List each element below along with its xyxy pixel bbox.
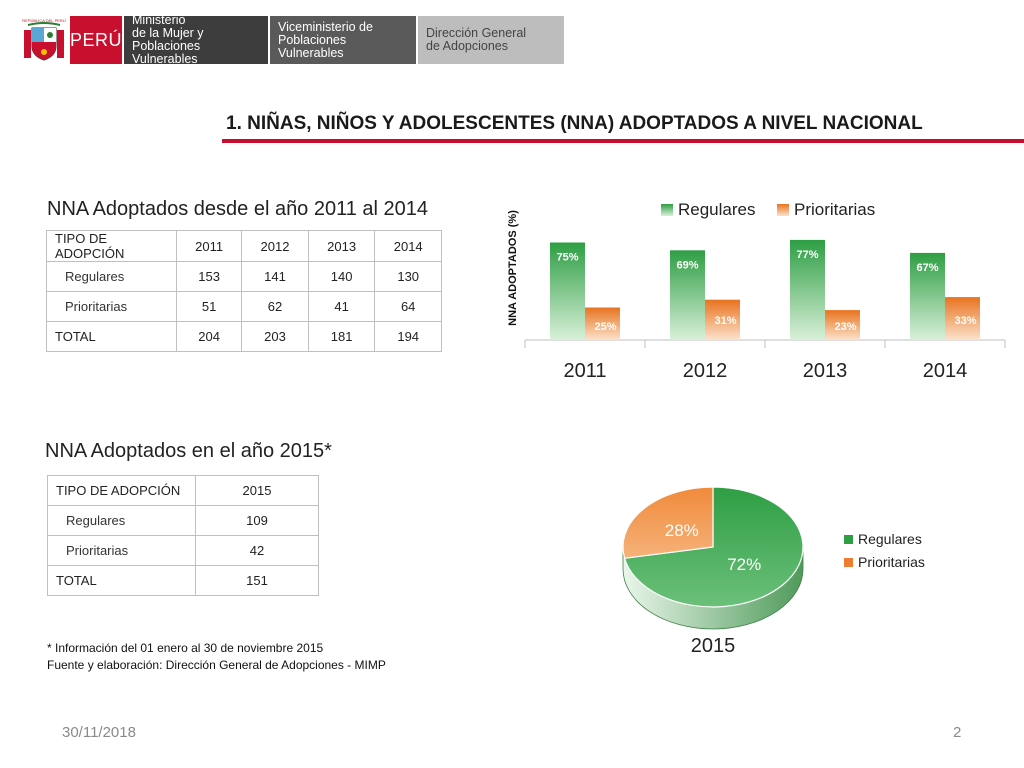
table-row: TOTAL 151 xyxy=(47,565,319,596)
table-cell: 153 xyxy=(175,261,243,292)
table-cell: 141 xyxy=(241,261,309,292)
table-cell: 109 xyxy=(195,505,319,536)
bar-regulares-2011 xyxy=(550,242,585,340)
data-label-regulares-2011: 75% xyxy=(556,252,578,264)
peru-label: PERÚ xyxy=(70,16,122,64)
footer-date: 30/11/2018 xyxy=(62,724,136,741)
table-row: Prioritarias 51 62 41 64 xyxy=(46,291,442,322)
legend-label-regulares: Regulares xyxy=(678,200,756,219)
table-cell: 151 xyxy=(195,565,319,596)
section2-title: NNA Adoptados en el año 2015* xyxy=(45,440,332,462)
table-2011-2014: TIPO DE ADOPCIÓN 2011 2012 2013 2014 Reg… xyxy=(46,230,442,352)
crest-caption: REPÚBLICA DEL PERÚ xyxy=(22,18,66,23)
table-cell: Prioritarias xyxy=(46,291,177,322)
table-header-cell: 2012 xyxy=(241,230,309,262)
data-label-prioritarias-2011: 25% xyxy=(594,321,616,333)
table-cell: Prioritarias xyxy=(47,535,196,566)
pie-legend-swatch-prioritarias xyxy=(844,558,853,567)
title-underline xyxy=(222,139,1024,143)
bar-regulares-2014 xyxy=(910,252,945,340)
page-number: 2 xyxy=(953,724,962,741)
data-label-prioritarias-2012: 31% xyxy=(714,315,736,327)
section1-title: NNA Adoptados desde el año 2011 al 2014 xyxy=(47,198,429,220)
pie-legend-label-prioritarias: Prioritarias xyxy=(858,554,925,570)
y-axis-label: NNA ADOPTADOS (%) xyxy=(507,210,519,326)
x-tick-label-2012: 2012 xyxy=(683,360,728,382)
header-banner: REPÚBLICA DEL PERÚ PERÚ Ministerio de la… xyxy=(22,14,564,66)
table-cell: 62 xyxy=(241,291,309,322)
table-cell: 41 xyxy=(307,291,376,322)
table-row: Regulares 153 141 140 130 xyxy=(46,261,442,292)
bar-prioritarias-2012 xyxy=(705,299,740,340)
table-row: Regulares 109 xyxy=(47,505,319,536)
x-tick-label-2011: 2011 xyxy=(563,360,606,382)
bar-regulares-2013 xyxy=(790,239,825,340)
table-row: Prioritarias 42 xyxy=(47,535,319,566)
table-cell: 140 xyxy=(307,261,376,292)
table-cell: TOTAL xyxy=(47,565,196,596)
footnotes: * Información del 01 enero al 30 de novi… xyxy=(47,640,386,674)
table-cell: TOTAL xyxy=(46,321,177,352)
table-cell: 181 xyxy=(307,321,376,352)
coat-of-arms-logo: REPÚBLICA DEL PERÚ xyxy=(22,16,66,64)
pie-legend-label-regulares: Regulares xyxy=(858,531,922,547)
table-cell: 194 xyxy=(374,321,442,352)
footnote-period: * Información del 01 enero al 30 de novi… xyxy=(47,641,324,655)
data-label-prioritarias-2013: 23% xyxy=(834,321,856,333)
table-2015: TIPO DE ADOPCIÓN 2015 Regulares 109 Prio… xyxy=(47,475,319,596)
bar-prioritarias-2014 xyxy=(945,297,980,340)
table-header-cell: 2011 xyxy=(175,230,243,262)
legend-swatch-prioritarias xyxy=(777,204,789,216)
data-label-regulares-2014: 67% xyxy=(916,262,938,274)
bar-chart: NNA ADOPTADOS (%) Regulares Prioritarias 75… xyxy=(507,200,1006,382)
table-header-cell: 2014 xyxy=(374,230,442,262)
ministerio-label: Ministerio de la Mujer y Poblaciones Vul… xyxy=(124,14,268,66)
table-cell: 130 xyxy=(374,261,442,292)
table-cell: 51 xyxy=(175,291,243,322)
data-label-regulares-2013: 77% xyxy=(796,249,818,261)
table-cell: 204 xyxy=(175,321,243,352)
pie-slice-regulares xyxy=(623,486,804,608)
table-cell: 42 xyxy=(195,535,319,566)
table-cell: Regulares xyxy=(47,505,196,536)
table-cell: 203 xyxy=(241,321,309,352)
pie-chart: 72% 28% 2015 Regulares Prioritarias xyxy=(622,486,925,657)
table-header-row: TIPO DE ADOPCIÓN 2011 2012 2013 2014 xyxy=(46,230,442,262)
table-row: TOTAL 204 203 181 194 xyxy=(46,321,442,352)
footnote-source: Fuente y elaboración: Dirección General … xyxy=(47,658,386,672)
data-label-prioritarias-2014: 33% xyxy=(954,315,976,327)
pie-slice-prioritarias xyxy=(622,486,714,559)
legend-label-prioritarias: Prioritarias xyxy=(794,200,875,219)
table-cell: 64 xyxy=(374,291,442,322)
table-header-cell: 2015 xyxy=(195,475,319,506)
table-header-row: TIPO DE ADOPCIÓN 2015 xyxy=(47,475,319,506)
page-title: 1. NIÑAS, NIÑOS Y ADOLESCENTES (NNA) ADO… xyxy=(226,113,923,134)
pie-legend-swatch-regulares xyxy=(844,535,853,544)
bar-prioritarias-2013 xyxy=(825,310,860,340)
x-tick-label-2014: 2014 xyxy=(923,360,968,382)
legend-swatch-regulares xyxy=(661,204,673,216)
data-label-regulares-2012: 69% xyxy=(676,259,698,271)
table-cell: Regulares xyxy=(46,261,177,292)
viceministerio-label: Viceministerio de Poblaciones Vulnerable… xyxy=(270,16,416,64)
bar-regulares-2012 xyxy=(670,250,705,340)
pie-label-regulares: 72% xyxy=(727,555,761,574)
x-tick-label-2013: 2013 xyxy=(803,360,848,382)
pie-label-prioritarias: 28% xyxy=(665,521,699,540)
table-header-cell: TIPO DE ADOPCIÓN xyxy=(47,475,196,506)
pie-x-label: 2015 xyxy=(691,635,736,657)
direccion-label: Dirección General de Adopciones xyxy=(418,16,564,64)
bar-prioritarias-2011 xyxy=(585,307,620,340)
table-header-cell: 2013 xyxy=(307,230,376,262)
table-header-cell: TIPO DE ADOPCIÓN xyxy=(46,230,177,262)
